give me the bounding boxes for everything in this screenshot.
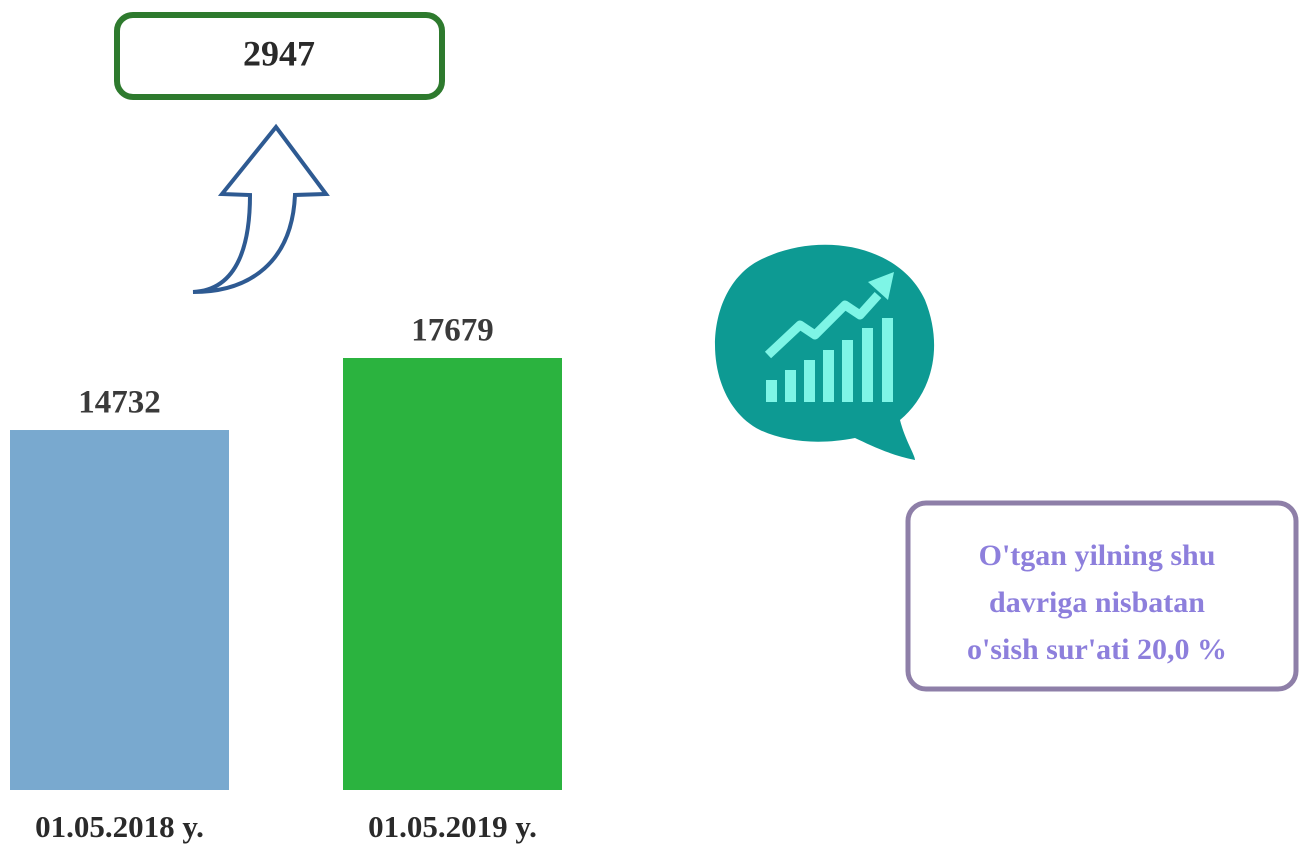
note-line: o'sish sur'ati 20,0 % <box>967 633 1227 666</box>
value-label: 14732 <box>78 385 161 421</box>
difference-box <box>114 12 445 100</box>
note-line: O'tgan yilning shu <box>979 539 1216 572</box>
x-tick-label: 01.05.2019 y. <box>368 809 537 844</box>
up-arrow <box>192 123 330 294</box>
growth-bubble <box>715 244 935 460</box>
note-line: davriga nisbatan <box>989 586 1205 619</box>
value-label: 17679 <box>411 313 494 349</box>
note-box <box>905 500 1299 692</box>
difference-label: 2947 <box>243 33 315 73</box>
bar <box>343 358 562 790</box>
bar <box>10 430 229 790</box>
x-tick-label: 01.05.2018 y. <box>35 809 204 844</box>
